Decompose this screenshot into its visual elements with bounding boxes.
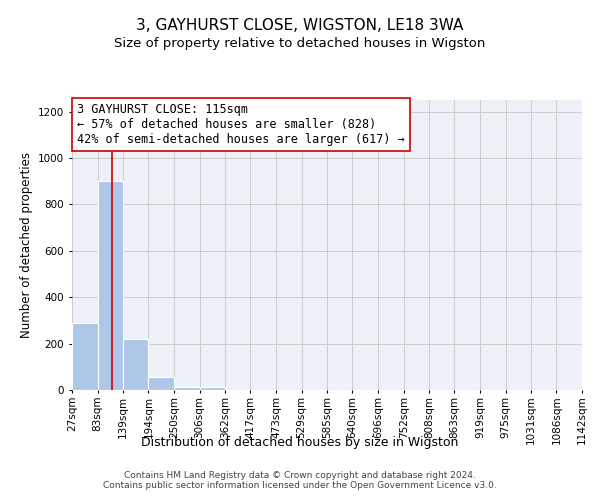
Bar — [123, 339, 148, 390]
Y-axis label: Number of detached properties: Number of detached properties — [20, 152, 32, 338]
Bar — [72, 322, 98, 390]
Text: 3 GAYHURST CLOSE: 115sqm
← 57% of detached houses are smaller (828)
42% of semi-: 3 GAYHURST CLOSE: 115sqm ← 57% of detach… — [77, 103, 405, 146]
Bar — [200, 386, 225, 390]
Text: Distribution of detached houses by size in Wigston: Distribution of detached houses by size … — [142, 436, 458, 449]
Text: Size of property relative to detached houses in Wigston: Size of property relative to detached ho… — [115, 38, 485, 51]
Text: Contains HM Land Registry data © Crown copyright and database right 2024.
Contai: Contains HM Land Registry data © Crown c… — [103, 470, 497, 490]
Bar — [174, 386, 200, 390]
Bar — [148, 377, 174, 390]
Bar — [98, 181, 123, 390]
Text: 3, GAYHURST CLOSE, WIGSTON, LE18 3WA: 3, GAYHURST CLOSE, WIGSTON, LE18 3WA — [136, 18, 464, 32]
